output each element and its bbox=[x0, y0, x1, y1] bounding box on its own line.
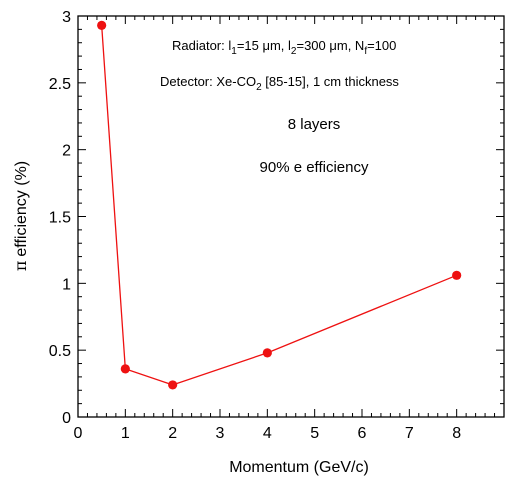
x-tick-label: 7 bbox=[405, 425, 414, 442]
x-tick-label: 8 bbox=[452, 425, 461, 442]
ticks bbox=[77, 15, 504, 418]
y-tick-label: 1.5 bbox=[49, 210, 71, 227]
x-axis-title: Momentum (GeV/c) bbox=[229, 459, 369, 476]
y-tick-label: 1 bbox=[62, 276, 71, 293]
series-layer bbox=[97, 20, 462, 390]
radiator-annotation: Radiator: l1=15 μm, l2=300 μm, Nf=100 bbox=[172, 38, 396, 57]
x-tick-label: 4 bbox=[263, 425, 272, 442]
y-tick-label: 2 bbox=[62, 143, 71, 160]
data-point bbox=[262, 348, 272, 358]
layers-annotation: 8 layers bbox=[288, 116, 341, 133]
x-tick-label: 6 bbox=[358, 425, 367, 442]
x-tick-label: 0 bbox=[74, 425, 83, 442]
data-point bbox=[120, 364, 130, 374]
y-tick-label: 0.5 bbox=[49, 343, 71, 360]
detector-annotation: Detector: Xe-CO2 [85-15], 1 cm thickness bbox=[160, 74, 399, 93]
y-tick-label: 0 bbox=[62, 410, 71, 427]
data-point bbox=[168, 380, 178, 390]
data-point bbox=[97, 20, 107, 30]
e-efficiency-annotation: 90% e efficiency bbox=[260, 159, 369, 176]
y-axis-symbol: π bbox=[11, 261, 30, 272]
y-axis-title: π efficiency (%) bbox=[11, 161, 30, 271]
x-tick-label: 3 bbox=[216, 425, 225, 442]
x-tick-labels: 0 1 2 3 4 5 6 7 8 bbox=[74, 425, 462, 442]
y-tick-label: 2.5 bbox=[49, 76, 71, 93]
x-tick-label: 1 bbox=[121, 425, 130, 442]
y-axis-label: efficiency (%) bbox=[13, 161, 30, 257]
x-tick-label: 5 bbox=[310, 425, 319, 442]
y-tick-labels: 0 0.5 1 1.5 2 2.5 3 bbox=[49, 9, 71, 427]
y-tick-label: 3 bbox=[62, 9, 71, 26]
data-point bbox=[452, 270, 462, 280]
x-tick-label: 2 bbox=[168, 425, 177, 442]
